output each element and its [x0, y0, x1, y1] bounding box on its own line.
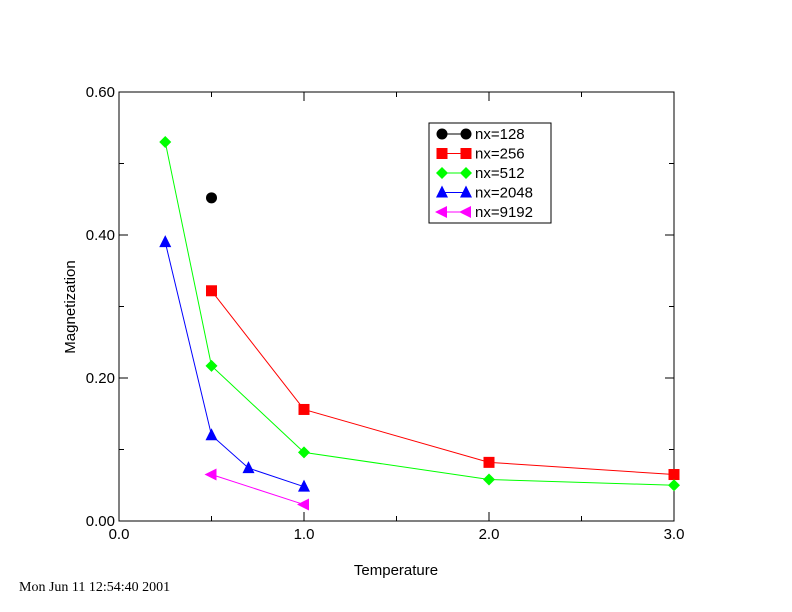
timestamp: Mon Jun 11 12:54:40 2001 — [19, 580, 171, 595]
x-axis-title: Temperature — [354, 562, 438, 579]
series-nx-256 — [206, 285, 680, 481]
legend: nx=128 nx=256 nx=512 nx=2048 nx=9192 — [428, 122, 552, 224]
x-tick-label: 1.0 — [294, 526, 315, 543]
legend-marker — [460, 128, 472, 140]
plot-frame — [118, 91, 675, 522]
data-point — [298, 403, 310, 415]
series-line — [211, 474, 305, 506]
legend-entry: nx=9192 — [435, 204, 533, 221]
data-point — [206, 192, 217, 204]
data-point — [205, 428, 218, 441]
y-tick-label: 0.20 — [86, 370, 115, 387]
data-point — [159, 235, 172, 248]
legend-marker — [435, 206, 447, 218]
data-point — [242, 461, 255, 474]
data-point — [159, 136, 172, 149]
series-layer — [159, 136, 680, 511]
series-nx-2048 — [159, 235, 310, 492]
legend-marker — [436, 185, 448, 198]
legend-label: nx=256 — [475, 146, 525, 163]
legend-marker — [460, 167, 472, 179]
data-point — [483, 473, 495, 486]
data-point — [297, 498, 309, 511]
data-point — [205, 359, 218, 372]
legend-label: nx=512 — [475, 165, 525, 182]
y-tick-label: 0.00 — [86, 513, 115, 530]
data-point — [298, 446, 310, 459]
series-nx-9192 — [204, 468, 309, 511]
data-point — [298, 479, 310, 492]
data-point — [206, 285, 217, 297]
legend-label: nx=2048 — [475, 185, 533, 202]
series-line — [211, 290, 675, 476]
y-axis-title: Magnetization — [62, 260, 79, 353]
legend-label: nx=128 — [475, 126, 525, 143]
legend-entry: nx=128 — [436, 126, 525, 143]
legend-marker — [436, 148, 448, 159]
legend-entry: nx=512 — [436, 165, 525, 182]
data-point — [668, 469, 680, 481]
legend-marker — [460, 185, 472, 198]
y-tick-label: 0.40 — [86, 227, 115, 244]
x-tick-label: 0.0 — [109, 526, 130, 543]
legend-marker — [459, 206, 471, 218]
series-line — [164, 242, 305, 488]
legend-marker — [436, 167, 448, 179]
data-point — [668, 479, 680, 492]
series-line — [164, 141, 675, 486]
series-nx-128 — [206, 192, 217, 204]
legend-entry: nx=256 — [436, 146, 525, 163]
x-tick-label: 3.0 — [664, 526, 685, 543]
series-nx-512 — [159, 136, 680, 492]
axes: 0.0 1.0 2.0 3.0 0.00 0.20 0.40 0.60 — [86, 84, 685, 543]
legend-entry: nx=2048 — [436, 185, 533, 202]
legend-marker — [460, 148, 472, 159]
x-tick-label: 2.0 — [479, 526, 500, 543]
y-tick-label: 0.60 — [86, 84, 115, 101]
data-point — [204, 468, 217, 481]
legend-marker — [436, 128, 448, 140]
data-point — [483, 456, 495, 468]
legend-label: nx=9192 — [475, 204, 533, 221]
